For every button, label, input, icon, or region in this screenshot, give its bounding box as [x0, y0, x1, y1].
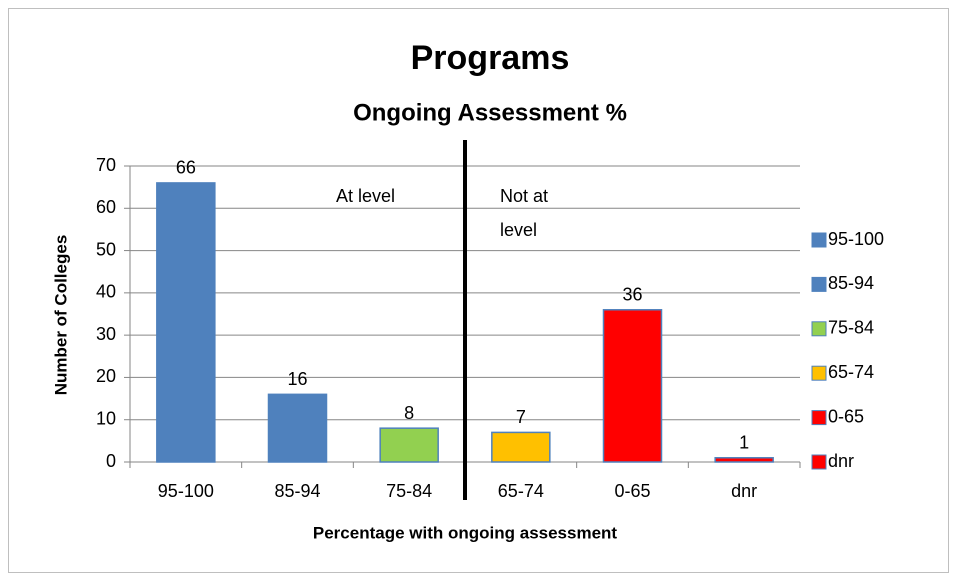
bar — [267, 393, 328, 463]
y-tick-label: 0 — [106, 451, 116, 471]
y-tick-label: 60 — [96, 197, 116, 217]
legend-swatch — [811, 454, 827, 470]
legend-label: 75-84 — [828, 318, 874, 338]
chart-subtitle: Ongoing Assessment % — [353, 99, 627, 126]
bar — [156, 182, 216, 463]
legend-label: 0-65 — [828, 406, 864, 426]
y-tick-label: 70 — [96, 155, 116, 175]
data-label: 7 — [516, 407, 526, 427]
data-label: 66 — [176, 158, 196, 178]
bar — [714, 457, 774, 463]
x-axis-label: Percentage with ongoing assessment — [313, 523, 618, 542]
data-label: 16 — [287, 369, 307, 389]
annotation: Not at — [500, 186, 548, 206]
chart-border — [8, 8, 949, 573]
legend-swatch — [811, 321, 827, 337]
x-tick-label: 95-100 — [158, 481, 214, 501]
bar — [602, 309, 663, 463]
data-label: 8 — [404, 403, 414, 423]
legend-swatch — [811, 410, 827, 426]
bar — [491, 431, 551, 463]
x-tick-label: 85-94 — [274, 481, 320, 501]
bar — [379, 427, 439, 463]
chart-title: Programs — [411, 39, 570, 77]
legend-label: dnr — [828, 451, 854, 471]
x-tick-label: 0-65 — [614, 481, 650, 501]
y-axis-label: Number of Colleges — [51, 235, 70, 396]
legend-swatch — [811, 232, 827, 248]
y-tick-label: 30 — [96, 324, 116, 344]
legend-label: 95-100 — [828, 229, 884, 249]
legend-swatch — [811, 276, 827, 292]
legend-label: 85-94 — [828, 273, 874, 293]
annotation: level — [500, 220, 537, 240]
y-tick-label: 50 — [96, 239, 116, 259]
annotation: At level — [336, 186, 395, 206]
legend-swatch — [811, 365, 827, 381]
data-label: 36 — [622, 285, 642, 305]
y-tick-label: 10 — [96, 408, 116, 428]
y-tick-label: 20 — [96, 366, 116, 386]
x-tick-label: dnr — [731, 481, 757, 501]
x-tick-label: 75-84 — [386, 481, 432, 501]
x-tick-label: 65-74 — [498, 481, 544, 501]
data-label: 1 — [739, 433, 749, 453]
y-tick-label: 40 — [96, 282, 116, 302]
legend-label: 65-74 — [828, 362, 874, 382]
